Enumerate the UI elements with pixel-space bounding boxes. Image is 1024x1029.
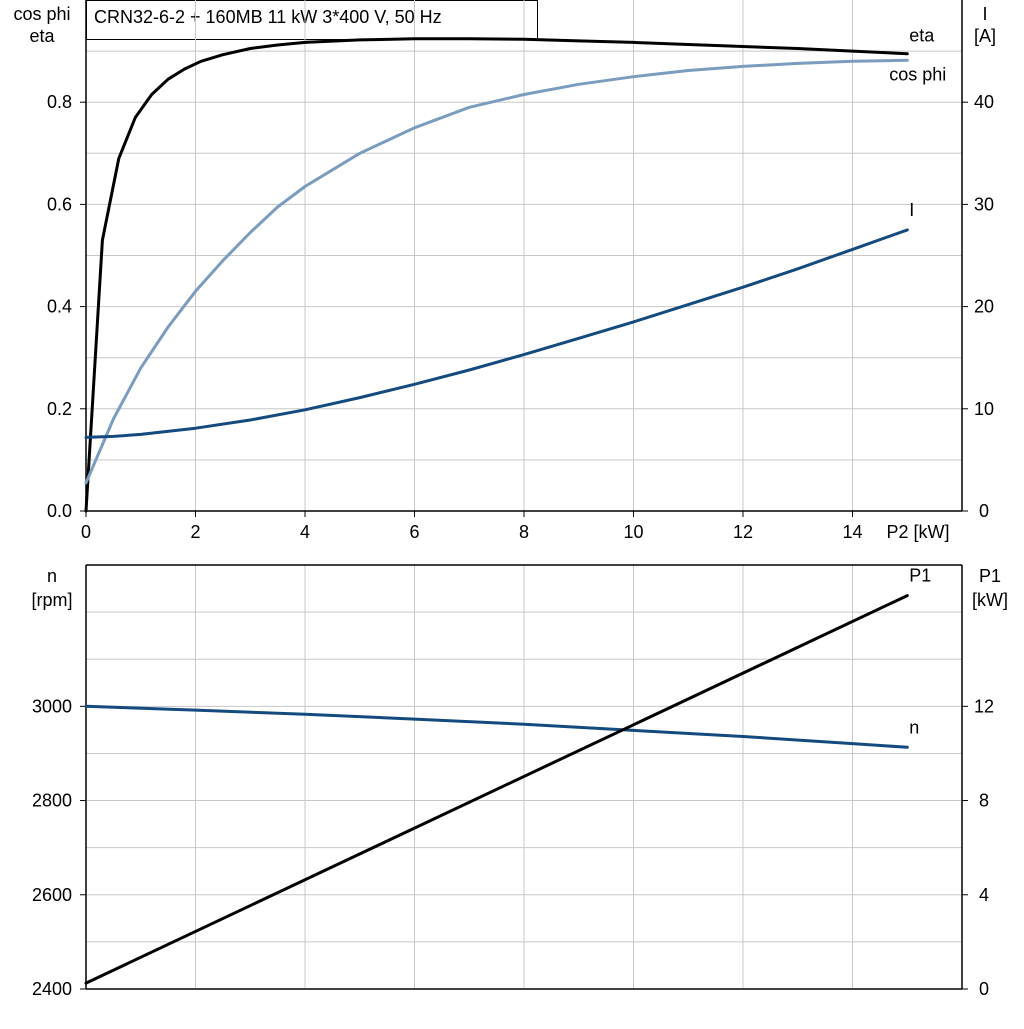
x-tick-label: 14: [842, 522, 862, 542]
right-tick-label: 20: [974, 297, 994, 317]
right-tick-label: 0: [979, 979, 989, 999]
series-label-cos-phi: cos phi: [889, 64, 946, 84]
right-tick-label: 10: [974, 399, 994, 419]
x-tick-label: 8: [519, 522, 529, 542]
left-tick-label: 2400: [32, 979, 72, 999]
title-box: [86, 0, 538, 40]
upper-panel: [80, 0, 968, 517]
left-tick-label: 0.2: [47, 399, 72, 419]
x-tick-label: 6: [409, 522, 419, 542]
left-tick-label: 0.6: [47, 194, 72, 214]
series-label-eta: eta: [909, 26, 935, 46]
left-tick-label: 3000: [32, 696, 72, 716]
right-axis-title: P1: [979, 566, 1001, 586]
right-tick-label: 40: [974, 92, 994, 112]
right-tick-label: 12: [974, 696, 994, 716]
series-eta-line: [84, 37, 909, 513]
left-axis-title: [rpm]: [31, 590, 72, 610]
right-axis-title: I: [982, 4, 987, 24]
right-tick-label: 4: [979, 885, 989, 905]
left-tick-label: 2600: [32, 885, 72, 905]
right-tick-label: 30: [974, 194, 994, 214]
right-tick-label: 8: [979, 791, 989, 811]
left-axis-title: n: [47, 566, 57, 586]
chart-title: CRN32-6-2 + 160MB 11 kW 3*400 V, 50 Hz: [94, 7, 442, 27]
left-tick-label: 0.8: [47, 92, 72, 112]
series-n-line: [84, 704, 909, 749]
series-cos-phi-line: [84, 58, 909, 485]
x-axis-title: P2 [kW]: [886, 522, 949, 542]
x-tick-label: 2: [190, 522, 200, 542]
x-tick-label: 0: [81, 522, 91, 542]
lower-panel: [80, 564, 968, 990]
left-tick-label: 0.4: [47, 297, 72, 317]
x-tick-label: 10: [623, 522, 643, 542]
series-i-line: [84, 228, 909, 439]
right-tick-label: 0: [979, 501, 989, 521]
x-tick-label: 4: [300, 522, 310, 542]
x-tick-label: 12: [733, 522, 753, 542]
right-axis-title: [A]: [974, 26, 996, 46]
series-label-n: n: [909, 717, 919, 737]
left-tick-label: 2800: [32, 791, 72, 811]
left-axis-title: eta: [29, 26, 55, 46]
series-p1-line: [84, 594, 909, 985]
left-tick-label: 0.0: [47, 501, 72, 521]
series-label-p1: P1: [909, 566, 931, 586]
left-axis-title: cos phi: [13, 4, 70, 24]
series-label-i: I: [909, 200, 914, 220]
right-axis-title: [kW]: [972, 590, 1008, 610]
